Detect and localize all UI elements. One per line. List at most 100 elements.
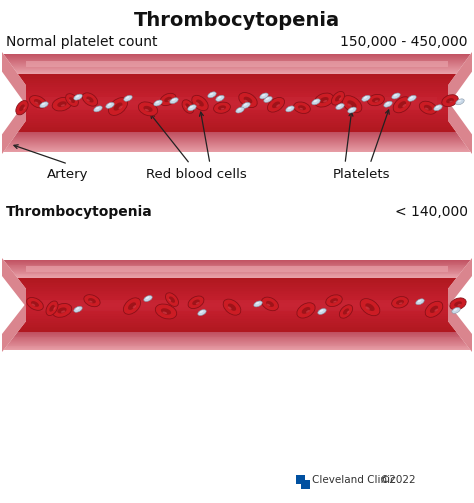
Bar [4,72,470,73]
Ellipse shape [454,308,457,311]
Ellipse shape [314,100,318,102]
Ellipse shape [265,98,269,100]
Ellipse shape [52,98,72,111]
Ellipse shape [339,305,353,318]
Bar [4,123,470,125]
Bar [4,291,470,292]
Ellipse shape [185,105,187,108]
Bar [4,296,470,298]
Bar [4,63,470,64]
Bar [4,269,470,270]
Ellipse shape [300,108,303,110]
Ellipse shape [365,306,370,310]
Ellipse shape [319,97,328,103]
Bar [4,270,470,271]
Bar [4,300,470,301]
Text: 150,000 - 450,000: 150,000 - 450,000 [340,35,468,49]
Bar [296,475,305,484]
Ellipse shape [424,105,432,111]
Ellipse shape [165,293,179,306]
Ellipse shape [35,102,38,104]
Bar [4,58,470,59]
Bar [4,93,470,95]
Ellipse shape [124,96,132,101]
Ellipse shape [266,301,274,307]
Ellipse shape [61,310,65,313]
Bar [4,79,470,81]
Ellipse shape [196,102,200,105]
Ellipse shape [210,93,213,95]
Ellipse shape [154,100,162,106]
Bar [4,339,470,340]
Bar [4,65,470,66]
Text: Red blood cells: Red blood cells [146,168,246,181]
Bar [4,103,470,105]
Text: Normal platelet count: Normal platelet count [6,35,157,49]
Polygon shape [448,303,472,352]
Bar [4,309,470,310]
Ellipse shape [301,307,310,314]
Ellipse shape [362,96,370,101]
Ellipse shape [42,103,46,105]
Text: Artery: Artery [47,168,89,181]
Polygon shape [2,303,26,352]
Bar [4,62,470,63]
Ellipse shape [40,102,48,108]
Ellipse shape [27,297,43,310]
Ellipse shape [74,306,82,312]
Ellipse shape [457,100,461,102]
Ellipse shape [84,295,100,307]
Bar [4,109,470,111]
Bar [4,148,470,149]
Ellipse shape [244,97,252,104]
Bar [4,141,470,142]
Bar [4,334,470,336]
Polygon shape [2,258,26,352]
Ellipse shape [57,307,67,313]
Ellipse shape [82,93,98,106]
Ellipse shape [161,308,171,315]
Ellipse shape [192,299,200,305]
Ellipse shape [236,107,244,113]
Bar [4,272,470,273]
Ellipse shape [399,302,402,304]
Ellipse shape [343,308,349,314]
Ellipse shape [169,299,171,301]
Bar [4,135,470,136]
Ellipse shape [86,97,93,103]
Bar [4,276,470,277]
Bar [4,125,470,127]
Ellipse shape [52,303,72,317]
Ellipse shape [29,96,46,108]
Bar [4,95,470,97]
Ellipse shape [133,305,136,308]
Bar [4,140,470,141]
Bar [4,73,470,75]
Ellipse shape [347,104,352,107]
Ellipse shape [392,297,409,308]
Bar [4,344,470,345]
Ellipse shape [365,303,374,311]
Ellipse shape [434,105,442,111]
Ellipse shape [223,299,241,315]
Ellipse shape [337,105,341,107]
Ellipse shape [456,99,464,105]
Ellipse shape [244,100,248,103]
Ellipse shape [298,105,306,110]
Text: Cleveland Clinic: Cleveland Clinic [312,475,396,485]
Bar [4,265,470,266]
Ellipse shape [169,296,175,303]
Bar [37,300,437,311]
Ellipse shape [49,305,55,312]
Polygon shape [2,101,26,154]
Bar [4,326,470,328]
Bar [4,262,470,263]
Ellipse shape [216,96,224,101]
Ellipse shape [74,94,82,100]
Ellipse shape [425,108,428,110]
Bar [4,261,470,262]
Ellipse shape [267,304,270,306]
Bar [4,77,470,79]
Ellipse shape [442,95,458,107]
Ellipse shape [342,96,362,113]
